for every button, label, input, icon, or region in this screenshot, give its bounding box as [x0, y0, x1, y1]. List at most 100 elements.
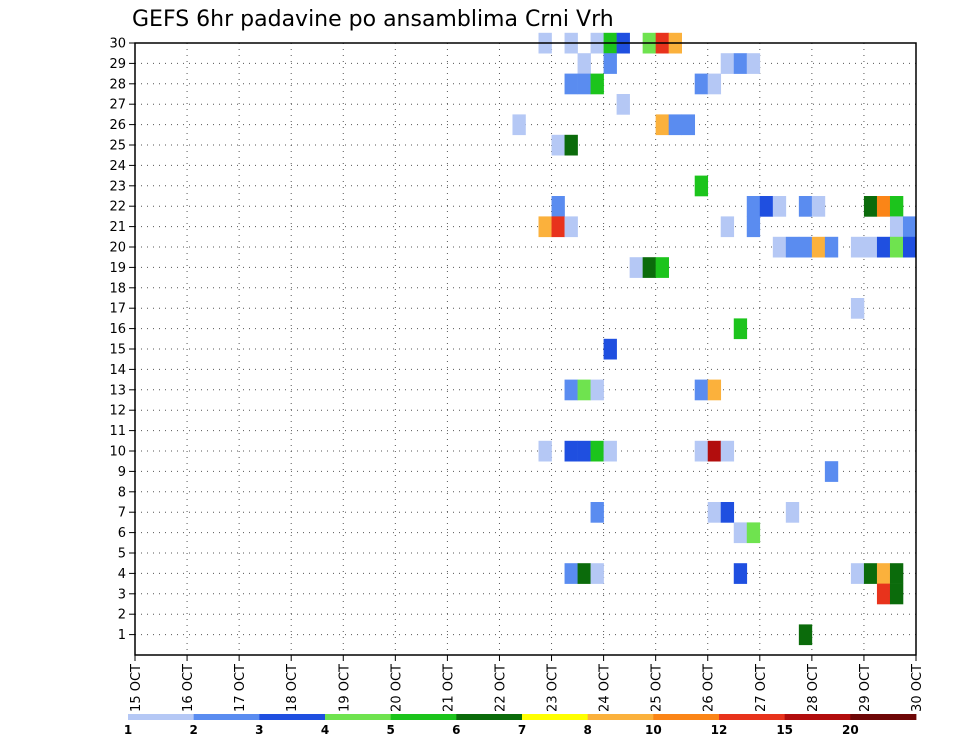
precip-cell [707, 73, 722, 95]
colorbar-swatch [390, 714, 457, 720]
precip-cell [824, 461, 839, 482]
precip-cell [577, 440, 591, 462]
y-tick-label: 29 [109, 57, 126, 72]
precip-cell [772, 196, 787, 217]
precip-cell [564, 379, 578, 401]
precip-cell [889, 583, 904, 605]
y-tick-label: 2 [118, 608, 126, 623]
precip-cell [564, 73, 578, 95]
colorbar-swatch [456, 714, 523, 720]
y-tick-label: 26 [109, 118, 126, 133]
precip-cell [512, 114, 526, 136]
precip-cell [733, 563, 748, 584]
colorbar-label: 3 [255, 723, 263, 737]
precip-cell [707, 379, 722, 401]
precip-cell [902, 216, 917, 238]
precip-cell [785, 502, 800, 523]
precip-cell [798, 624, 813, 646]
precip-cell [876, 583, 891, 605]
precip-cell [863, 236, 878, 258]
precip-cell [811, 236, 826, 258]
precip-cell [694, 440, 709, 462]
colorbar-swatch [193, 714, 260, 720]
precip-cell [538, 440, 552, 462]
chart-title: GEFS 6hr padavine po ansamblima Crni Vrh [132, 7, 614, 32]
precip-cell [889, 236, 904, 258]
precip-cell [876, 196, 891, 217]
y-tick-label: 1 [118, 628, 126, 643]
x-tick-label: 18 OCT [285, 664, 300, 712]
precip-cell [564, 563, 578, 584]
precip-cell [564, 134, 578, 156]
grid-lines [134, 42, 917, 655]
precip-cell [551, 216, 565, 238]
y-tick-label: 23 [109, 179, 126, 194]
y-tick-label: 25 [109, 139, 126, 154]
y-tick-label: 22 [109, 200, 126, 215]
x-tick-label: 28 OCT [806, 664, 821, 712]
precip-cell [746, 53, 761, 74]
precip-cell [746, 216, 761, 238]
y-tick-label: 18 [109, 281, 126, 296]
colorbar-swatch [850, 714, 917, 720]
precip-cell [863, 563, 878, 584]
precip-cell [902, 236, 917, 258]
y-tick-label: 10 [109, 445, 126, 460]
precip-cell [707, 440, 722, 462]
colorbar-label: 10 [645, 723, 662, 737]
precip-cell [694, 379, 709, 401]
precip-cell [538, 216, 552, 238]
x-tick-label: 27 OCT [754, 664, 769, 712]
y-tick-label: 11 [109, 424, 126, 439]
precip-cell [577, 379, 591, 401]
precip-cell [694, 73, 709, 95]
x-tick-label: 25 OCT [650, 664, 665, 712]
precip-cell [720, 53, 735, 74]
colorbar-swatch [128, 714, 195, 720]
x-tick-label: 17 OCT [233, 664, 248, 712]
colorbar-label: 12 [711, 723, 728, 737]
precip-cell [733, 53, 748, 74]
y-tick-label: 28 [109, 77, 126, 92]
precip-cell [889, 216, 904, 238]
precip-cell [603, 338, 617, 360]
y-tick-label: 8 [118, 485, 126, 500]
precip-cell [720, 502, 735, 523]
precip-cell [577, 563, 591, 584]
precip-cell [590, 563, 604, 584]
precip-cell [590, 440, 604, 462]
y-tick-label: 13 [109, 383, 126, 398]
colorbar-label: 5 [386, 723, 394, 737]
precip-cell [577, 53, 591, 74]
colorbar: 1 2 3 4 5 6 7 8 10 12 15 20 [124, 714, 917, 737]
colorbar-swatch [653, 714, 720, 720]
colorbar-swatch [259, 714, 326, 720]
colorbar-swatch [522, 714, 589, 720]
y-axis-ticks: 1234567891011121314151617181920212223242… [109, 37, 135, 643]
precip-cell [746, 196, 761, 217]
precip-cell [642, 257, 656, 278]
precip-cell [824, 236, 839, 258]
precip-cell [655, 257, 669, 278]
precip-cell [798, 236, 813, 258]
colorbar-label: 2 [189, 723, 197, 737]
y-tick-label: 4 [118, 567, 126, 582]
y-tick-label: 16 [109, 322, 126, 337]
precip-cell [707, 502, 722, 523]
precip-cell [681, 114, 696, 136]
precip-cell [590, 379, 604, 401]
colorbar-label: 1 [124, 723, 132, 737]
precip-cell [551, 196, 565, 217]
colorbar-label: 4 [321, 723, 329, 737]
colorbar-label: 20 [842, 723, 859, 737]
colorbar-swatch [587, 714, 654, 720]
precip-cell [720, 440, 735, 462]
colorbar-label: 15 [776, 723, 793, 737]
y-tick-label: 21 [109, 220, 126, 235]
colorbar-label: 6 [452, 723, 460, 737]
precip-cell [564, 216, 578, 238]
y-tick-label: 17 [109, 302, 126, 317]
colorbar-label: 7 [518, 723, 526, 737]
precip-cell [694, 175, 709, 197]
